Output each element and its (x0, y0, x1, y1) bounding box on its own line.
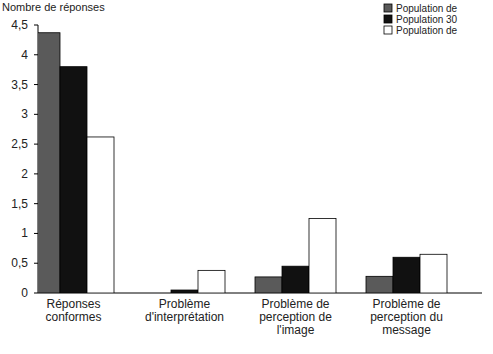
y-tick-label: 2,5 (11, 137, 28, 151)
y-tick (34, 263, 38, 264)
bar (38, 33, 60, 293)
y-tick (34, 25, 38, 26)
x-tick-label-line: d'interprétation (145, 310, 224, 324)
legend-swatch (384, 15, 392, 23)
y-tick-label: 2 (21, 167, 28, 181)
x-tick-label-line: perception du (370, 310, 443, 324)
legend: Population dePopulation 30Population de (384, 3, 458, 36)
x-tick-label-line: Problème de (372, 297, 440, 311)
y-tick (34, 233, 38, 234)
bar (255, 277, 282, 293)
y-tick (34, 203, 38, 204)
y-tick-label: 3,5 (11, 78, 28, 92)
bars (38, 33, 447, 293)
y-tick-label: 1 (21, 226, 28, 240)
bar (366, 276, 393, 293)
x-tick-label: Réponsesconformes (45, 297, 101, 324)
bar (144, 293, 171, 294)
legend-swatch (384, 4, 392, 12)
y-axis-label: Nombre de réponses (2, 1, 105, 13)
bar (393, 257, 420, 293)
x-tick-label-line: Réponses (46, 297, 100, 311)
legend-label: Population 30 (396, 14, 458, 25)
y-tick (34, 173, 38, 174)
x-tick-label-line: perception de (259, 310, 332, 324)
y-tick-label: 4 (21, 48, 28, 62)
bar (309, 219, 336, 293)
y-tick-label: 0,5 (11, 256, 28, 270)
legend-label: Population de (396, 3, 458, 14)
x-tick-label-line: l'image (277, 323, 315, 337)
y-tick (34, 54, 38, 55)
y-tick (34, 293, 38, 294)
bar (420, 254, 447, 293)
y-tick (34, 84, 38, 85)
legend-label: Population de (396, 25, 458, 36)
chart: Nombre de réponses 0 0,5 1 1,5 2 2,5 3 3,5 4 4,5 Ré… (0, 0, 493, 354)
y-tick-label: 0 (21, 286, 28, 300)
x-tick-label-line: Problème de (261, 297, 329, 311)
y-tick-label: 4,5 (11, 18, 28, 32)
x-tick-label: Problème deperception del'image (259, 297, 332, 337)
bar (87, 137, 114, 293)
bar (60, 67, 87, 293)
x-tick-label-line: message (382, 323, 431, 337)
x-tick-label-line: Problème (159, 297, 211, 311)
bar (198, 270, 225, 293)
y-tick (34, 114, 38, 115)
y-tick-label: 3 (21, 107, 28, 121)
x-tick-label-line: conformes (45, 310, 101, 324)
bar (171, 290, 198, 293)
legend-swatch (384, 26, 392, 34)
y-tick-label: 1,5 (11, 197, 28, 211)
y-tick (34, 144, 38, 145)
chart-root: Nombre de réponses 0 0,5 1 1,5 2 2,5 3 3,5 4 4,5 Ré… (0, 0, 493, 354)
x-tick-label: Problèmed'interprétation (145, 297, 224, 324)
x-tick-label: Problème deperception dumessage (370, 297, 443, 337)
bar (282, 266, 309, 293)
